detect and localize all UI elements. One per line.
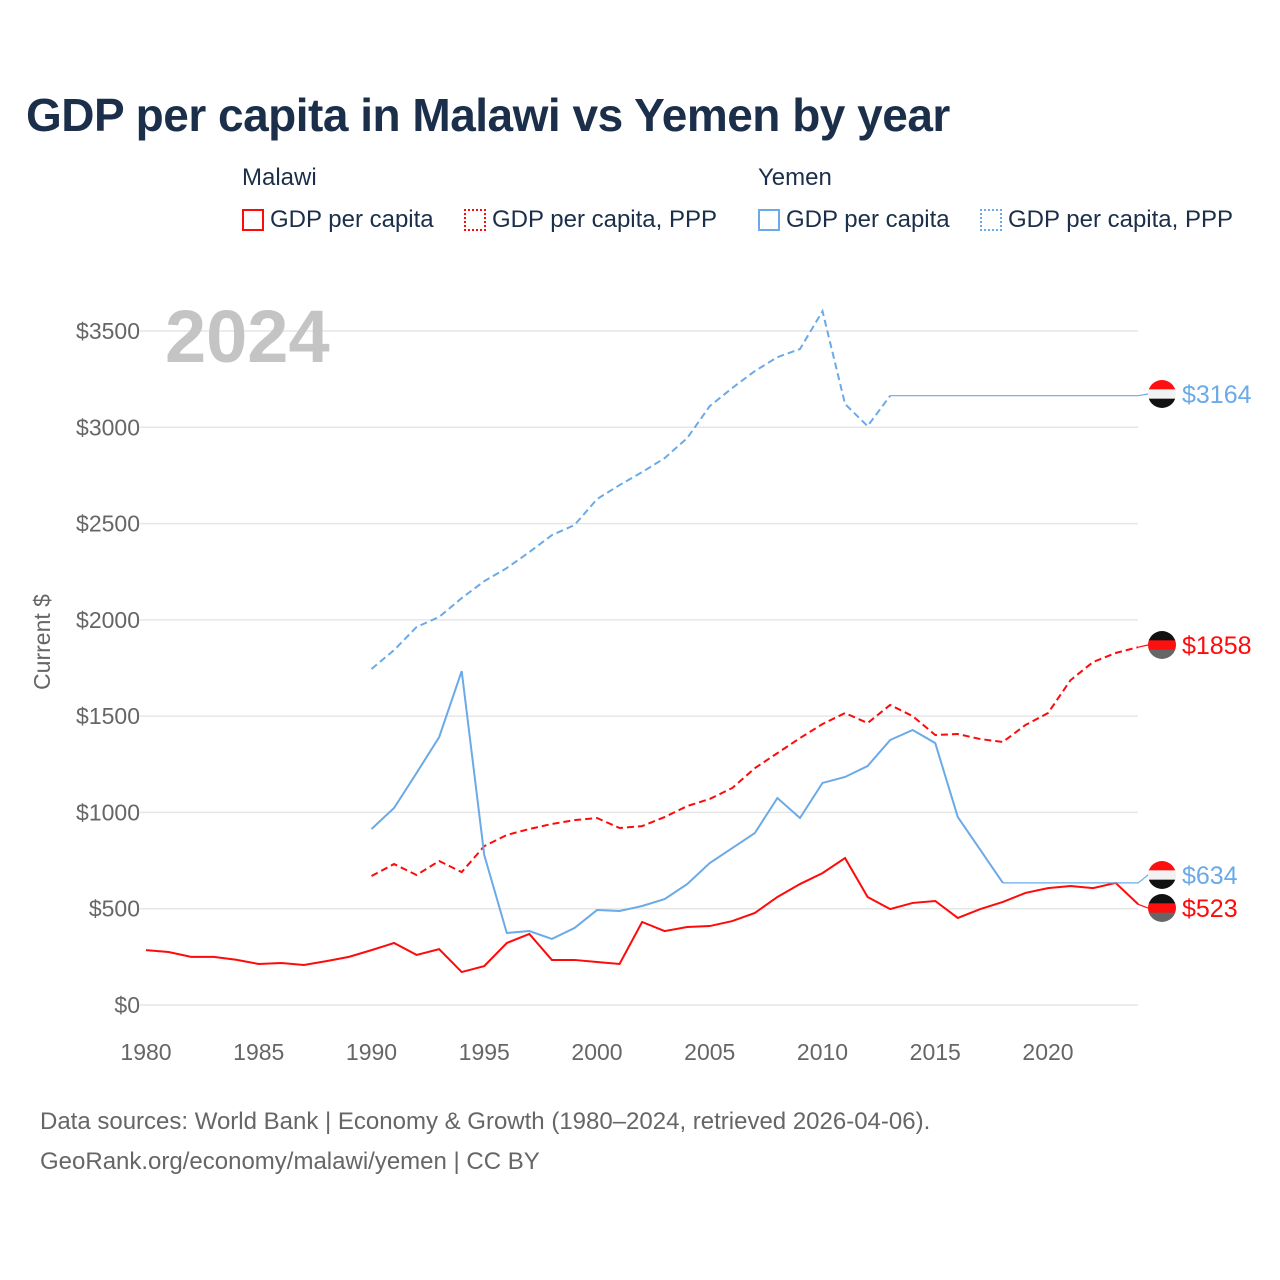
y-axis-label: Current $ [29, 594, 55, 690]
series-line-1 [371, 646, 1139, 877]
source-line-1: Data sources: World Bank | Economy & Gro… [40, 1108, 931, 1135]
y-tick-label: $1000 [76, 799, 140, 825]
series-line-2 [370, 670, 1004, 941]
x-tick-label: 2015 [910, 1039, 961, 1065]
end-connector [1002, 874, 1150, 884]
legend-group-malawi: Malawi [242, 164, 317, 191]
yemen-flag-icon [1148, 861, 1176, 889]
legend-label: GDP per capita, PPP [1008, 206, 1233, 233]
end-value-label: $1858 [1182, 632, 1252, 660]
series-line-0 [145, 856, 1139, 974]
y-tick-label: $3500 [76, 318, 140, 344]
end-value-label: $523 [1182, 895, 1238, 923]
yemen-flag-icon [1148, 380, 1176, 408]
legend-swatch [980, 209, 1002, 231]
end-connector [890, 393, 1150, 397]
legend-swatch [464, 209, 486, 231]
x-tick-label: 2020 [1022, 1039, 1073, 1065]
end-value-label: $3164 [1182, 381, 1252, 409]
x-tick-label: 1990 [346, 1039, 397, 1065]
legend-malawi-ppp[interactable]: GDP per capita, PPP [464, 206, 717, 234]
x-tick-label: 2010 [797, 1039, 848, 1065]
source-line-2[interactable]: GeoRank.org/economy/malawi/yemen | CC BY [40, 1148, 540, 1175]
series-line-3 [370, 308, 891, 670]
legend-group-yemen: Yemen [758, 164, 832, 191]
legend-label: GDP per capita [786, 206, 950, 233]
malawi-flag-icon [1148, 894, 1176, 922]
chart-title: GDP per capita in Malawi vs Yemen by yea… [26, 89, 950, 141]
x-tick-label: 1995 [459, 1039, 510, 1065]
y-tick-label: $1500 [76, 703, 140, 729]
legend-label: GDP per capita [270, 206, 434, 233]
end-value-label: $634 [1182, 862, 1238, 890]
malawi-flag-icon [1148, 631, 1176, 659]
x-tick-label: 2000 [571, 1039, 622, 1065]
legend-malawi-gdp[interactable]: GDP per capita [242, 206, 434, 234]
legend-label: GDP per capita, PPP [492, 206, 717, 233]
legend-yemen-gdp[interactable]: GDP per capita [758, 206, 950, 234]
x-tick-label: 2005 [684, 1039, 735, 1065]
y-tick-label: $3000 [76, 414, 140, 440]
y-tick-label: $500 [89, 896, 140, 922]
legend-yemen-ppp[interactable]: GDP per capita, PPP [980, 206, 1233, 234]
x-tick-label: 1980 [120, 1039, 171, 1065]
year-watermark: 2024 [165, 295, 330, 378]
y-tick-label: $2500 [76, 511, 140, 537]
legend-swatch [242, 209, 264, 231]
y-tick-label: $2000 [76, 607, 140, 633]
x-tick-label: 1985 [233, 1039, 284, 1065]
y-tick-label: $0 [114, 992, 140, 1018]
legend-swatch [758, 209, 780, 231]
